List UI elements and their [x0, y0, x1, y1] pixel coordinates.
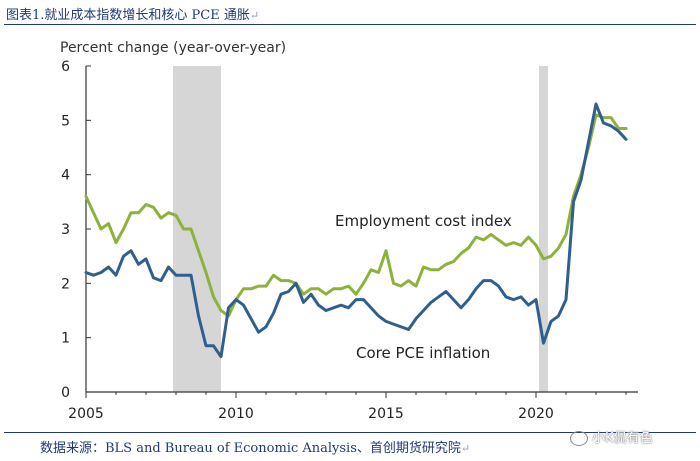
title-divider	[4, 24, 696, 25]
y-tick-label: 1	[61, 331, 70, 347]
series-label-employment-cost-index: Employment cost index	[335, 212, 512, 230]
recession-band-1	[539, 66, 548, 392]
wechat-icon	[570, 431, 588, 446]
source-note: 数据来源：BLS and Bureau of Economic Analysis…	[40, 437, 470, 456]
source-divider	[4, 432, 696, 433]
source-return-mark-icon: ↵	[460, 442, 471, 455]
x-tick-label: 2015	[368, 406, 404, 422]
chart-title: 图表1.就业成本指数增长和核心 PCE 通胀↵	[6, 4, 259, 23]
chart-title-text: 图表1.就业成本指数增长和核心 PCE 通胀	[6, 8, 250, 23]
y-tick-label: 3	[61, 222, 70, 238]
series-lines	[84, 102, 628, 359]
recession-bands	[173, 66, 548, 392]
watermark: 小K侃有色	[570, 427, 653, 446]
x-tick-label: 2005	[68, 406, 104, 422]
x-tick-label: 2020	[518, 406, 554, 422]
recession-band-0	[173, 66, 221, 392]
y-tick-label: 0	[61, 385, 70, 401]
series-line-employment-cost-index	[84, 113, 628, 318]
y-tick-label: 5	[61, 113, 70, 129]
series-line-core-pce-inflation	[84, 102, 628, 359]
x-tick-label: 2010	[218, 406, 254, 422]
y-tick-label: 2	[61, 276, 70, 292]
return-mark-icon: ↵	[249, 9, 260, 22]
y-tick-label: 6	[61, 59, 70, 75]
axes: 0 1 2 3 4 5 6 2005 2010 2015 2020	[61, 59, 638, 422]
series-label-core-pce-inflation: Core PCE inflation	[356, 344, 490, 362]
y-axis-label: Percent change (year-over-year)	[60, 40, 286, 56]
watermark-text: 小K侃有色	[592, 431, 653, 446]
y-tick-label: 4	[61, 168, 70, 184]
source-text: 数据来源：BLS and Bureau of Economic Analysis…	[40, 441, 461, 456]
